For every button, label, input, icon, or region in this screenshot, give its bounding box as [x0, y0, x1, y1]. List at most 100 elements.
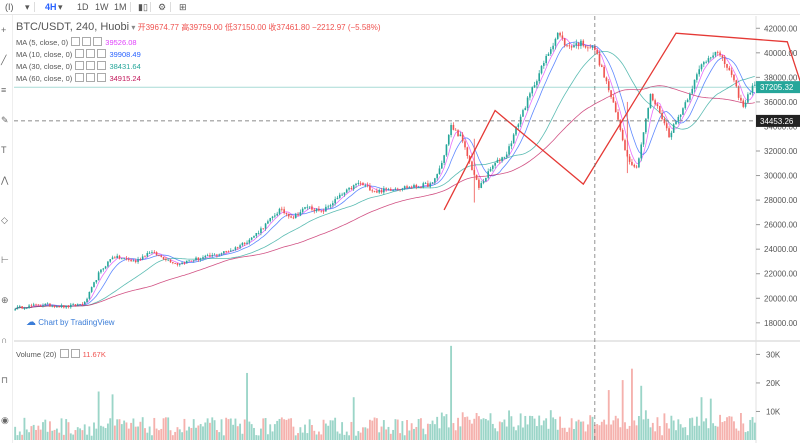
candle-body [248, 239, 251, 243]
volume-bar [501, 422, 504, 440]
candle-body [86, 298, 88, 302]
volume-bar [141, 417, 144, 440]
compare-icon[interactable]: ⊞ [179, 2, 187, 12]
volume-bar [584, 431, 587, 440]
indicator-ma5[interactable]: MA (5, close, 0) 39526.08 [16, 37, 137, 47]
volume-legend[interactable]: Volume (20) 11.67K [16, 349, 106, 359]
fib-icon[interactable]: ≡ [1, 85, 7, 95]
volume-bar [362, 427, 364, 440]
cursor-icon[interactable]: + [1, 25, 7, 35]
candle-body [260, 228, 262, 233]
candle-body [512, 134, 515, 144]
candle-body [663, 119, 666, 124]
candle-body [689, 93, 691, 100]
volume-bar [457, 417, 459, 440]
volume-bar [324, 423, 327, 440]
candle-body [573, 45, 575, 48]
volume-bar [707, 428, 710, 440]
zoom-icon[interactable]: ⊕ [1, 295, 9, 305]
candle-body [343, 192, 346, 195]
price-tick-label: 26000.00 [764, 221, 798, 230]
candle-body [44, 303, 47, 306]
candle-body [241, 242, 244, 246]
trendline-icon[interactable]: ╱ [1, 55, 7, 65]
volume-bar [712, 423, 715, 440]
volume-bar [487, 420, 490, 440]
volume-bar [693, 425, 696, 440]
candle-body [413, 184, 415, 188]
candle-body [355, 183, 357, 186]
candle-body [239, 245, 241, 248]
volume-bar [239, 423, 242, 440]
symbol-box[interactable]: (I) [5, 2, 14, 12]
candle-body [485, 177, 487, 182]
volume-bar [46, 431, 49, 440]
tradingview-watermark[interactable]: ☁ Chart by TradingView [26, 317, 115, 328]
volume-bar [292, 426, 295, 440]
candle-body [424, 183, 427, 185]
candle-body [538, 73, 541, 82]
chart-type-icon[interactable]: ▮▯ [138, 2, 148, 12]
volume-bar [28, 432, 30, 440]
volume-bar [740, 413, 742, 440]
indicator-ma30[interactable]: MA (30, close, 0) 38431.64 [16, 61, 141, 71]
magnet-icon[interactable]: ∩ [1, 335, 8, 345]
symbol-menu-icon[interactable]: ▾ [131, 23, 136, 32]
volume-bar [164, 417, 167, 440]
dropdown-icon[interactable]: ▾ [25, 2, 30, 12]
volume-bar [81, 430, 84, 440]
volume-bar [16, 435, 19, 440]
volume-bar [413, 428, 415, 440]
measure-icon[interactable]: ⊢ [1, 255, 9, 265]
eye-icon[interactable]: ◉ [1, 415, 9, 425]
candle-body [130, 259, 132, 261]
candle-body [747, 94, 749, 103]
volume-bar [684, 427, 687, 440]
volume-bar [670, 415, 673, 440]
volume-bar [352, 397, 355, 440]
volume-bar [137, 426, 139, 440]
candle-body [686, 99, 689, 103]
volume-bar [283, 419, 286, 440]
lock-icon[interactable]: ⊓ [1, 375, 9, 385]
volume-bar [628, 425, 631, 440]
volume-bar [382, 420, 385, 440]
volume-bar [380, 426, 383, 440]
candle-body [723, 57, 726, 64]
indicator-ma10[interactable]: MA (10, close, 0) 39908.49 [16, 49, 141, 59]
pattern-icon[interactable]: ⋀ [1, 175, 9, 185]
volume-bar [262, 418, 265, 440]
candle-body [243, 242, 246, 244]
candle-body [487, 171, 489, 178]
candle-body [436, 174, 438, 179]
text-icon[interactable]: T [1, 145, 7, 155]
interval-4h[interactable]: 4H [45, 2, 57, 12]
volume-bar [573, 428, 575, 440]
volume-bar [195, 427, 197, 440]
candle-body [556, 32, 559, 39]
candle-body [415, 184, 418, 187]
candle-body [457, 130, 459, 137]
volume-bar [127, 428, 130, 440]
volume-bar [14, 426, 17, 440]
volume-bar [146, 432, 149, 440]
interval-1d[interactable]: 1D [77, 2, 89, 12]
indicators-icon[interactable]: ⚙ [158, 2, 167, 12]
volume-bar [67, 422, 70, 440]
drawing-toolbar: + ╱ ≡ ✎ T ⋀ ◇ ⊢ ⊕ ∩ ⊓ ◉ [0, 15, 13, 443]
candle-body [93, 282, 95, 288]
candle-body [522, 110, 524, 117]
pen-icon[interactable]: ✎ [1, 115, 9, 125]
shapes-icon[interactable]: ◇ [1, 215, 8, 225]
candle-body [709, 57, 712, 59]
candle-body [440, 162, 443, 169]
volume-bar [350, 421, 353, 440]
interval-1w[interactable]: 1W [95, 2, 109, 12]
candle-body [104, 266, 107, 269]
interval-1m[interactable]: 1M [114, 2, 127, 12]
candle-body [533, 85, 536, 88]
indicator-ma60[interactable]: MA (60, close, 0) 34915.24 [16, 73, 141, 83]
candle-body [547, 53, 550, 56]
interval-dropdown-icon[interactable]: ▾ [58, 2, 63, 12]
